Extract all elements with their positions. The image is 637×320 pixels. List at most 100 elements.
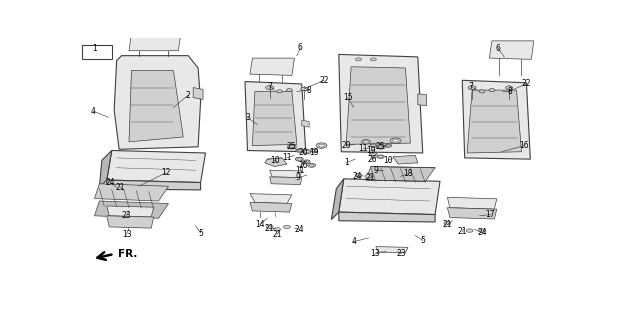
Polygon shape <box>302 120 309 127</box>
Circle shape <box>506 86 513 89</box>
Polygon shape <box>447 208 497 219</box>
Polygon shape <box>462 80 531 159</box>
Text: 25: 25 <box>376 142 385 151</box>
Polygon shape <box>269 177 302 185</box>
Polygon shape <box>129 70 183 142</box>
Polygon shape <box>99 150 111 188</box>
Polygon shape <box>393 156 418 164</box>
Polygon shape <box>107 216 154 228</box>
Text: 8: 8 <box>307 86 311 95</box>
Polygon shape <box>107 180 201 190</box>
Text: 2: 2 <box>186 91 190 100</box>
Text: 9: 9 <box>296 173 301 182</box>
Polygon shape <box>193 88 203 100</box>
Circle shape <box>287 145 296 149</box>
Text: 21: 21 <box>273 230 282 239</box>
Text: 11: 11 <box>296 166 305 175</box>
Text: 19: 19 <box>366 146 376 155</box>
Polygon shape <box>339 179 440 215</box>
Polygon shape <box>245 82 306 152</box>
Text: 6: 6 <box>496 44 501 53</box>
Text: 4: 4 <box>351 237 356 246</box>
Circle shape <box>289 146 294 148</box>
Text: 21: 21 <box>457 227 467 236</box>
Polygon shape <box>347 67 410 144</box>
Polygon shape <box>107 150 206 182</box>
Text: 21: 21 <box>365 173 375 182</box>
Text: 26: 26 <box>299 161 308 170</box>
Text: 4: 4 <box>91 107 96 116</box>
Text: FR.: FR. <box>118 249 138 259</box>
Circle shape <box>296 157 303 161</box>
Circle shape <box>355 58 362 61</box>
Polygon shape <box>94 201 169 218</box>
Circle shape <box>276 90 283 93</box>
Circle shape <box>305 161 308 163</box>
Polygon shape <box>339 212 435 222</box>
Circle shape <box>370 144 377 147</box>
Circle shape <box>318 144 324 147</box>
Text: 21: 21 <box>265 224 275 233</box>
Text: 24: 24 <box>294 225 304 234</box>
Text: 14: 14 <box>255 220 264 229</box>
Circle shape <box>304 150 309 153</box>
Circle shape <box>489 89 495 92</box>
Text: 1: 1 <box>92 44 97 53</box>
Circle shape <box>301 87 308 91</box>
Text: 26: 26 <box>367 155 376 164</box>
Text: 24: 24 <box>477 228 487 237</box>
Circle shape <box>362 140 370 144</box>
Polygon shape <box>366 166 435 181</box>
Circle shape <box>369 152 377 156</box>
Circle shape <box>478 229 485 232</box>
Circle shape <box>303 149 311 154</box>
Circle shape <box>370 58 376 61</box>
Text: 13: 13 <box>370 250 380 259</box>
Circle shape <box>479 90 485 93</box>
Circle shape <box>466 229 473 232</box>
Text: 3: 3 <box>245 113 250 122</box>
Circle shape <box>266 86 274 90</box>
Polygon shape <box>331 179 344 220</box>
Circle shape <box>378 146 383 148</box>
Circle shape <box>297 158 301 160</box>
Text: 18: 18 <box>403 169 413 179</box>
Text: 17: 17 <box>485 210 495 219</box>
Circle shape <box>312 149 316 151</box>
Text: 11: 11 <box>358 144 368 153</box>
Polygon shape <box>418 94 427 106</box>
Circle shape <box>390 138 401 143</box>
Text: 11: 11 <box>282 153 292 163</box>
Circle shape <box>444 221 451 225</box>
Circle shape <box>364 141 368 143</box>
Circle shape <box>266 225 273 228</box>
Circle shape <box>377 155 384 158</box>
Text: 15: 15 <box>343 93 352 102</box>
Circle shape <box>274 228 280 231</box>
Polygon shape <box>489 41 534 59</box>
Circle shape <box>297 149 301 151</box>
Text: 24: 24 <box>353 172 362 181</box>
Circle shape <box>310 164 314 166</box>
Text: 24: 24 <box>105 178 115 187</box>
Text: 7: 7 <box>268 82 272 91</box>
Polygon shape <box>129 34 181 51</box>
Text: 21: 21 <box>443 220 452 229</box>
Text: 21: 21 <box>115 183 125 192</box>
Text: 20: 20 <box>341 141 351 150</box>
Circle shape <box>365 175 372 178</box>
Polygon shape <box>265 158 287 166</box>
Text: 10: 10 <box>383 156 393 165</box>
Polygon shape <box>250 202 292 212</box>
Text: 12: 12 <box>161 168 171 177</box>
Polygon shape <box>467 90 522 153</box>
Text: 10: 10 <box>270 156 280 165</box>
Circle shape <box>385 144 392 147</box>
Text: 5: 5 <box>198 228 203 237</box>
Text: 16: 16 <box>519 141 529 150</box>
Polygon shape <box>252 92 297 146</box>
Text: 7: 7 <box>469 82 473 91</box>
Circle shape <box>379 156 383 158</box>
Text: 25: 25 <box>286 142 296 151</box>
Text: 22: 22 <box>319 76 329 85</box>
